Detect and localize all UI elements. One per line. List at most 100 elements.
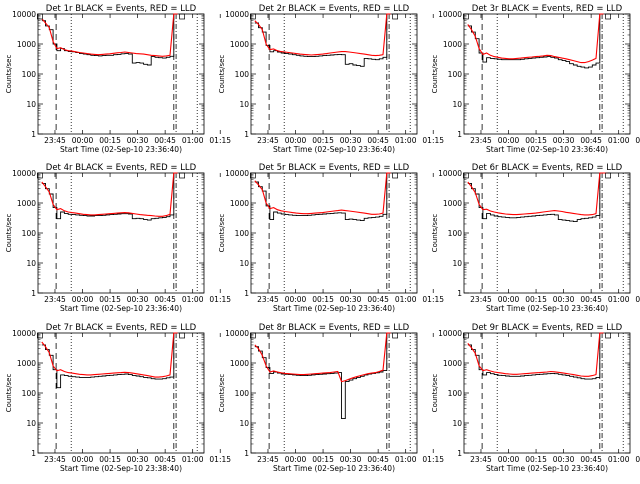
x-tick-label: 23:45 — [470, 455, 492, 464]
panel-9: Det 9r BLACK = Events, RED = LLD 1 10 100 10… — [431, 323, 640, 473]
panel-title: Det 9r BLACK = Events, RED = LLD — [472, 323, 623, 333]
y-tick-label: 1000 — [230, 40, 249, 49]
x-axis-label: Start Time (02-Sep-10 23:36:40) — [60, 145, 182, 154]
y-tick-label: 1 — [457, 289, 462, 298]
x-axis-label: Start Time (02-Sep-10 23:36:40) — [273, 145, 395, 154]
x-tick-label: 00:30 — [127, 295, 149, 304]
y-tick-label: 100 — [22, 229, 37, 238]
panel-4: Det 4r BLACK = Events, RED = LLD 1 10 100 10… — [5, 163, 231, 313]
y-tick-label: 10000 — [225, 10, 249, 19]
panel-3: Det 3r BLACK = Events, RED = LLD 1 10 100 10… — [431, 4, 640, 154]
x-tick-label: 01:15 — [422, 136, 444, 145]
x-tick-label: 01:00 — [182, 455, 204, 464]
saturation-marker — [605, 13, 611, 20]
saturation-marker — [392, 13, 398, 20]
saturation-marker — [605, 172, 611, 179]
x-tick-label: 00:15 — [525, 136, 547, 145]
panel-title: Det 5r BLACK = Events, RED = LLD — [259, 163, 410, 173]
x-tick-label: 01:15 — [422, 295, 444, 304]
panel-title: Det 2r BLACK = Events, RED = LLD — [259, 4, 410, 14]
series-events-line — [41, 172, 178, 221]
x-tick-label: 00:45 — [154, 455, 176, 464]
x-tick-label: 00:00 — [285, 295, 307, 304]
y-tick-label: 100 — [22, 70, 37, 79]
y-tick-label: 10000 — [438, 169, 462, 178]
y-tick-label: 1000 — [443, 359, 462, 368]
y-tick-label: 100 — [448, 229, 463, 238]
series-lld-line — [467, 13, 604, 64]
y-axis-label: Counts/sec — [5, 374, 13, 413]
plot-frame — [37, 332, 205, 454]
x-tick-label: 23:45 — [257, 295, 279, 304]
saturation-marker — [463, 332, 469, 339]
x-tick-label: 01:00 — [395, 295, 417, 304]
panel-8: Det 8r BLACK = Events, RED = LLD 1 10 100 10… — [218, 323, 444, 473]
y-tick-label: 10 — [452, 419, 462, 428]
x-tick-label: 00:30 — [553, 136, 575, 145]
x-tick-label: 23:45 — [44, 455, 66, 464]
x-tick-label: 01:00 — [608, 295, 630, 304]
panel-title: Det 4r BLACK = Events, RED = LLD — [46, 163, 197, 173]
x-tick-label: 00:30 — [340, 136, 362, 145]
saturation-marker — [250, 332, 256, 339]
x-tick-label: 01:15 — [209, 455, 231, 464]
x-tick-label: 00:00 — [498, 295, 520, 304]
y-tick-label: 10 — [239, 419, 249, 428]
series-events-line — [467, 13, 604, 69]
x-tick-label: 00:45 — [580, 455, 602, 464]
y-tick-label: 1 — [31, 289, 36, 298]
y-tick-label: 10 — [26, 100, 36, 109]
series-lld-line — [254, 332, 391, 383]
x-tick-label: 23:45 — [470, 295, 492, 304]
saturation-marker — [463, 13, 469, 20]
saturation-marker — [37, 332, 43, 339]
series-events-line — [254, 332, 391, 420]
y-tick-label: 10000 — [438, 329, 462, 338]
x-tick-label: 00:30 — [553, 455, 575, 464]
x-axis-label: Start Time (02-Sep-10 23:36:40) — [486, 304, 608, 313]
x-axis-label: Start Time (02-Sep-10 23:36:40) — [60, 304, 182, 313]
x-tick-label: 01:00 — [395, 136, 417, 145]
x-tick-label: 00:15 — [525, 295, 547, 304]
x-tick-label: 00:15 — [99, 455, 121, 464]
x-axis-label: Start Time (02-Sep-10 23:36:40) — [486, 464, 608, 473]
y-tick-label: 1 — [244, 449, 249, 458]
y-tick-label: 1000 — [443, 199, 462, 208]
y-tick-label: 100 — [235, 229, 250, 238]
y-axis-label: Counts/sec — [5, 55, 13, 94]
x-tick-label: 23:45 — [44, 136, 66, 145]
saturation-marker — [250, 13, 256, 20]
y-tick-label: 100 — [235, 70, 250, 79]
x-tick-label: 00:00 — [285, 136, 307, 145]
y-tick-label: 1000 — [443, 40, 462, 49]
y-tick-label: 10 — [452, 100, 462, 109]
y-axis-label: Counts/sec — [431, 374, 439, 413]
panel-6: Det 6r BLACK = Events, RED = LLD 1 10 100 10… — [431, 163, 640, 313]
x-tick-label: 00:00 — [72, 295, 94, 304]
saturation-marker — [37, 13, 43, 20]
x-tick-label: 00:00 — [72, 136, 94, 145]
y-tick-label: 10000 — [12, 10, 36, 19]
saturation-marker — [179, 332, 185, 339]
x-tick-label: 01:00 — [608, 455, 630, 464]
plot-frame — [463, 13, 631, 135]
panel-5: Det 5r BLACK = Events, RED = LLD 1 10 100 10… — [218, 163, 444, 313]
y-axis-label: Counts/sec — [431, 55, 439, 94]
x-tick-label: 23:45 — [257, 455, 279, 464]
saturation-marker — [392, 172, 398, 179]
saturation-marker — [179, 172, 185, 179]
x-tick-label: 01:00 — [182, 136, 204, 145]
y-tick-label: 1000 — [230, 359, 249, 368]
x-tick-label: 00:15 — [312, 295, 334, 304]
x-tick-label: 00:45 — [367, 455, 389, 464]
x-tick-label: 00:00 — [498, 136, 520, 145]
x-axis-label: Start Time (02-Sep-10 23:38:40) — [60, 464, 182, 473]
x-tick-label: 00:45 — [580, 295, 602, 304]
series-lld-line — [254, 13, 391, 57]
x-tick-label: 23:45 — [257, 136, 279, 145]
series-lld-line — [467, 172, 608, 216]
plot-frame — [250, 13, 418, 135]
y-tick-label: 1000 — [17, 40, 36, 49]
saturation-marker — [250, 172, 256, 179]
